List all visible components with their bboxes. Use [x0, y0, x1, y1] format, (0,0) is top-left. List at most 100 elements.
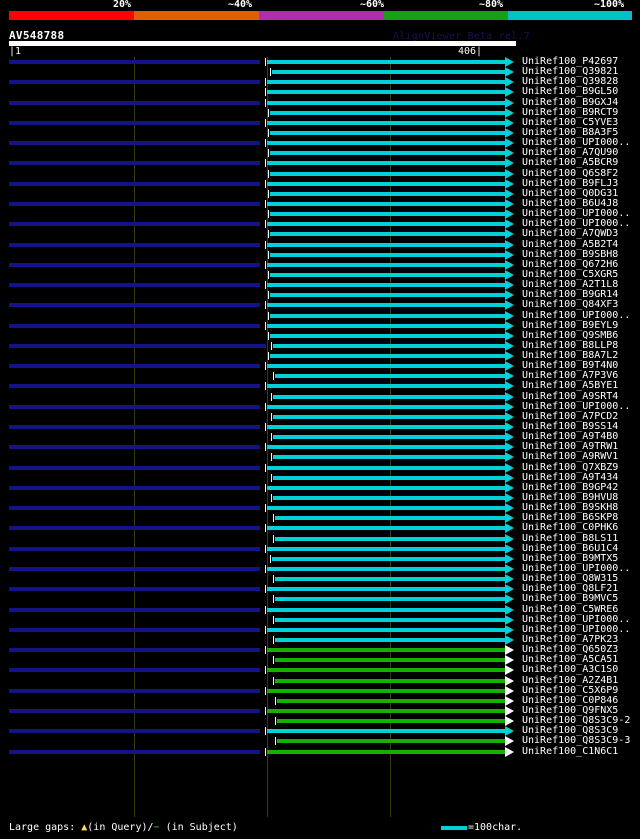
- hit-label[interactable]: UniRef100_A5BCR9: [522, 157, 619, 169]
- alignment-row[interactable]: UniRef100_B9T4N0: [0, 360, 640, 372]
- hit-bar[interactable]: [273, 475, 505, 480]
- hit-bar[interactable]: [267, 465, 505, 470]
- alignment-row[interactable]: UniRef100_A7QU90: [0, 147, 640, 159]
- alignment-row[interactable]: UniRef100_C1N6C1: [0, 746, 640, 757]
- alignment-row[interactable]: UniRef100_Q672H6: [0, 259, 640, 270]
- alignment-row[interactable]: UniRef100_C0PHK6: [0, 522, 640, 534]
- hit-bar[interactable]: [267, 100, 505, 105]
- hit-bar[interactable]: [270, 313, 505, 318]
- hit-label[interactable]: UniRef100_A9TRW1: [522, 441, 619, 453]
- hit-label[interactable]: UniRef100_C5XGR5: [522, 268, 619, 280]
- alignment-row[interactable]: UniRef100_Q39828: [0, 76, 640, 88]
- hit-label[interactable]: UniRef100_P42697: [522, 56, 619, 67]
- alignment-row[interactable]: UniRef100_C5XGR5: [0, 268, 640, 280]
- alignment-row[interactable]: UniRef100_B9HVU8: [0, 492, 640, 504]
- hit-label[interactable]: UniRef100_UPI000..: [522, 613, 631, 625]
- hit-label[interactable]: UniRef100_Q84XF3: [522, 299, 619, 311]
- alignment-row[interactable]: UniRef100_UPI000..: [0, 137, 640, 149]
- hit-label[interactable]: UniRef100_B9SKH8: [522, 502, 619, 514]
- alignment-row[interactable]: UniRef100_Q9SMB6: [0, 330, 640, 341]
- hit-label[interactable]: UniRef100_UPI000..: [522, 623, 631, 635]
- hit-label[interactable]: UniRef100_B9HVU8: [522, 492, 619, 504]
- alignment-row[interactable]: UniRef100_B9SKH8: [0, 502, 640, 514]
- hit-bar[interactable]: [275, 658, 505, 663]
- alignment-row[interactable]: UniRef100_Q7XBZ9: [0, 462, 640, 473]
- hit-bar[interactable]: [275, 536, 505, 541]
- hit-bar[interactable]: [267, 526, 505, 531]
- hit-label[interactable]: UniRef100_A7PK23: [522, 633, 619, 645]
- alignment-row[interactable]: UniRef100_A9SRT4: [0, 390, 640, 402]
- hit-label[interactable]: UniRef100_Q39821: [522, 66, 619, 78]
- alignment-row[interactable]: UniRef100_B9GL50: [0, 86, 640, 98]
- alignment-row[interactable]: UniRef100_Q39821: [0, 66, 640, 78]
- alignment-row[interactable]: UniRef100_Q6S8F2: [0, 167, 640, 179]
- hit-label[interactable]: UniRef100_B9RCT9: [522, 106, 619, 118]
- hit-bar[interactable]: [267, 506, 505, 511]
- hit-label[interactable]: UniRef100_A2T1L8: [522, 279, 619, 291]
- hit-label[interactable]: UniRef100_B8A7L2: [522, 350, 619, 362]
- alignment-row[interactable]: UniRef100_A9TRW1: [0, 441, 640, 453]
- hit-bar[interactable]: [275, 617, 505, 622]
- hit-label[interactable]: UniRef100_Q8LF21: [522, 583, 619, 595]
- hit-bar[interactable]: [273, 455, 505, 460]
- hit-bar[interactable]: [267, 627, 505, 632]
- hit-label[interactable]: UniRef100_B9SBH8: [522, 248, 619, 260]
- hit-label[interactable]: UniRef100_A7P3V6: [522, 370, 619, 382]
- hit-bar[interactable]: [267, 567, 505, 571]
- hit-bar[interactable]: [270, 272, 505, 277]
- alignment-row[interactable]: UniRef100_UPI000..: [0, 310, 640, 321]
- hit-label[interactable]: UniRef100_Q8S3C9-3: [522, 735, 631, 747]
- alignment-row[interactable]: UniRef100_B9SBH8: [0, 248, 640, 260]
- alignment-row[interactable]: UniRef100_B8LS11: [0, 533, 640, 544]
- alignment-row[interactable]: UniRef100_A9RWV1: [0, 451, 640, 463]
- hit-label[interactable]: UniRef100_A9T4B0: [522, 431, 619, 443]
- hit-bar[interactable]: [272, 70, 505, 75]
- hit-bar[interactable]: [267, 141, 505, 146]
- alignment-row[interactable]: UniRef100_Q0DG31: [0, 187, 640, 199]
- alignment-row[interactable]: UniRef100_B9SS14: [0, 421, 640, 433]
- hit-label[interactable]: UniRef100_UPI000..: [522, 400, 631, 412]
- alignment-row[interactable]: UniRef100_Q650Z3: [0, 644, 640, 656]
- alignment-row[interactable]: UniRef100_B9FLJ3: [0, 177, 640, 189]
- hit-bar[interactable]: [275, 374, 505, 379]
- alignment-row[interactable]: UniRef100_Q8S3C9-3: [0, 735, 640, 747]
- hit-label[interactable]: UniRef100_B9GXJ4: [522, 96, 619, 108]
- hit-bar[interactable]: [275, 577, 505, 582]
- hit-label[interactable]: UniRef100_B9GL50: [522, 86, 619, 98]
- hit-bar[interactable]: [267, 425, 505, 430]
- hit-label[interactable]: UniRef100_A7QU90: [522, 147, 619, 159]
- hit-bar[interactable]: [267, 283, 505, 288]
- hit-bar[interactable]: [270, 171, 505, 176]
- alignment-row[interactable]: UniRef100_A3C1S0: [0, 664, 640, 676]
- alignment-row[interactable]: UniRef100_Q8S3C9-2: [0, 715, 640, 727]
- hit-bar[interactable]: [277, 719, 505, 724]
- alignment-row[interactable]: UniRef100_A9T4B0: [0, 431, 640, 443]
- hit-label[interactable]: UniRef100_Q0DG31: [522, 187, 619, 199]
- hit-bar[interactable]: [267, 242, 505, 247]
- alignment-row[interactable]: UniRef100_B9GR14: [0, 289, 640, 301]
- hit-label[interactable]: UniRef100_A9SRT4: [522, 390, 619, 402]
- alignment-plot[interactable]: UniRef100_P42697 UniRef100_Q39821 UniRef10…: [0, 56, 640, 817]
- hit-label[interactable]: UniRef100_B9GP42: [522, 481, 619, 493]
- hit-label[interactable]: UniRef100_A9RWV1: [522, 451, 619, 463]
- hit-label[interactable]: UniRef100_B9T4N0: [522, 360, 619, 372]
- hit-label[interactable]: UniRef100_A3C1S0: [522, 664, 619, 676]
- alignment-row[interactable]: UniRef100_C0P846: [0, 694, 640, 706]
- hit-bar[interactable]: [270, 212, 505, 217]
- hit-label[interactable]: UniRef100_B6U4J8: [522, 197, 619, 209]
- alignment-row[interactable]: UniRef100_B8A3F5: [0, 127, 640, 138]
- alignment-row[interactable]: UniRef100_UPI000..: [0, 613, 640, 625]
- hit-bar[interactable]: [267, 607, 505, 612]
- alignment-row[interactable]: UniRef100_UPI000..: [0, 218, 640, 230]
- alignment-row[interactable]: UniRef100_Q8W315: [0, 573, 640, 585]
- hit-label[interactable]: UniRef100_B9FLJ3: [522, 177, 619, 189]
- hit-bar[interactable]: [267, 404, 505, 409]
- hit-label[interactable]: UniRef100_Q6S8F2: [522, 167, 619, 179]
- hit-bar[interactable]: [267, 262, 505, 267]
- hit-bar[interactable]: [273, 343, 505, 348]
- hit-label[interactable]: UniRef100_UPI000..: [522, 218, 631, 230]
- alignment-row[interactable]: UniRef100_UPI000..: [0, 400, 640, 412]
- hit-label[interactable]: UniRef100_C0P846: [522, 694, 619, 706]
- alignment-row[interactable]: UniRef100_B9MTX5: [0, 553, 640, 564]
- hit-bar[interactable]: [270, 130, 505, 135]
